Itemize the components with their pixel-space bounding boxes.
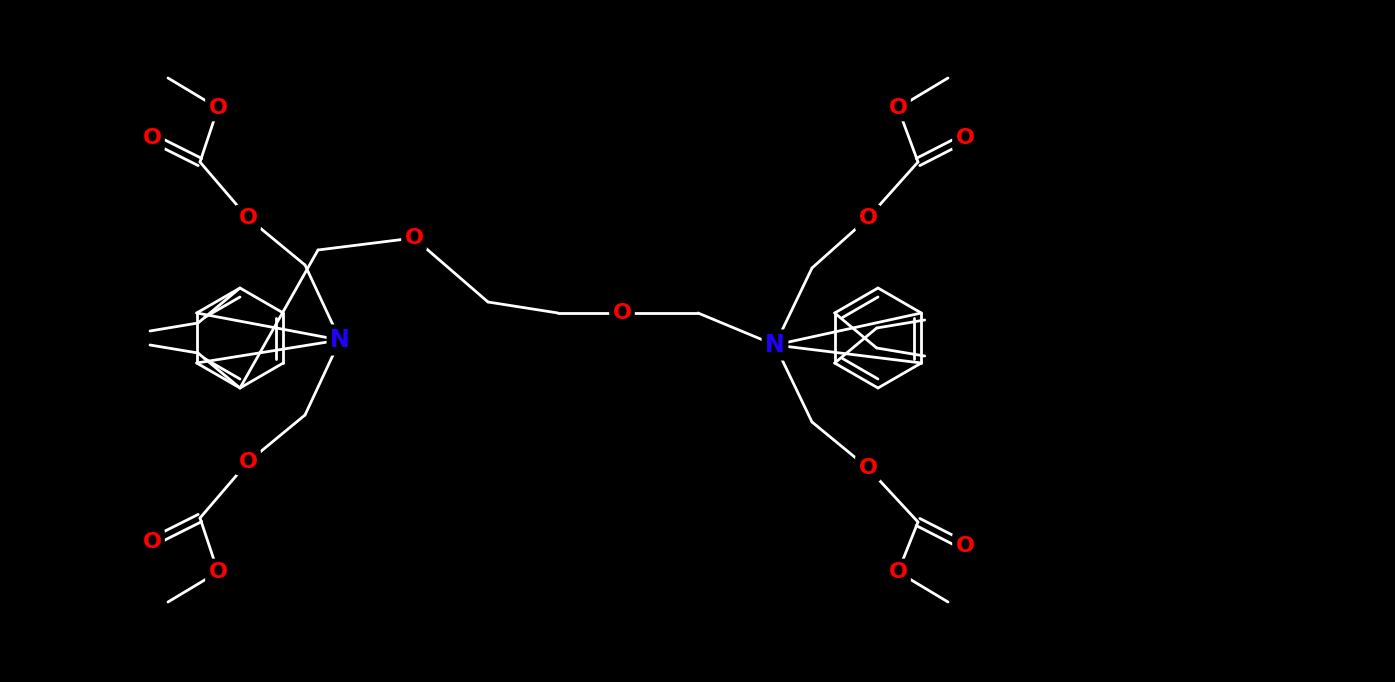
Text: O: O — [208, 98, 227, 118]
Text: O: O — [239, 208, 258, 228]
Text: O: O — [956, 128, 975, 148]
Text: O: O — [142, 532, 162, 552]
Text: O: O — [956, 536, 975, 556]
Text: O: O — [858, 458, 877, 478]
Text: O: O — [239, 452, 258, 472]
Text: N: N — [764, 333, 785, 357]
Text: O: O — [858, 208, 877, 228]
Text: O: O — [142, 128, 162, 148]
Text: O: O — [889, 98, 908, 118]
Text: O: O — [612, 303, 632, 323]
Text: N: N — [331, 328, 350, 352]
Text: O: O — [208, 562, 227, 582]
Text: O: O — [405, 228, 424, 248]
Text: O: O — [889, 562, 908, 582]
